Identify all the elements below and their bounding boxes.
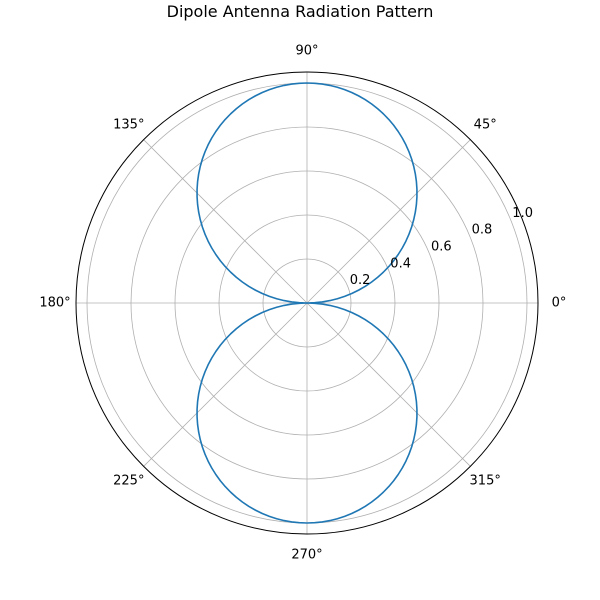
theta-gridline-5 — [143, 302, 308, 467]
label-layer: 0° 45° 90° 135° 180° 225° 270° 315° 0.2 0.4 0.6 0.8… — [39, 44, 566, 563]
grid-layer — [76, 72, 538, 534]
r-tick-label-1: 0.4 — [390, 256, 411, 271]
r-tick-label-4: 1.0 — [512, 206, 533, 221]
series-line-0 — [196, 82, 418, 524]
theta-tick-label-6: 270° — [291, 548, 322, 563]
theta-tick-label-1: 45° — [474, 117, 497, 132]
theta-tick-label-3: 135° — [113, 117, 144, 132]
r-tick-label-0: 0.2 — [350, 273, 371, 288]
theta-gridline-1 — [306, 139, 471, 304]
theta-tick-label-4: 180° — [39, 296, 70, 311]
theta-tick-label-2: 90° — [295, 44, 318, 59]
polar-frame — [75, 71, 539, 535]
theta-gridline-3 — [143, 139, 308, 304]
theta-tick-label-7: 315° — [470, 474, 501, 489]
chart-title: Dipole Antenna Radiation Pattern — [166, 2, 434, 21]
theta-gridline-7 — [306, 302, 471, 467]
theta-tick-label-5: 225° — [113, 474, 144, 489]
r-tick-label-3: 0.8 — [472, 223, 493, 238]
theta-tick-label-0: 0° — [552, 296, 567, 311]
r-tick-label-2: 0.6 — [431, 240, 452, 255]
series-layer — [196, 82, 418, 524]
frame-layer — [75, 71, 539, 535]
